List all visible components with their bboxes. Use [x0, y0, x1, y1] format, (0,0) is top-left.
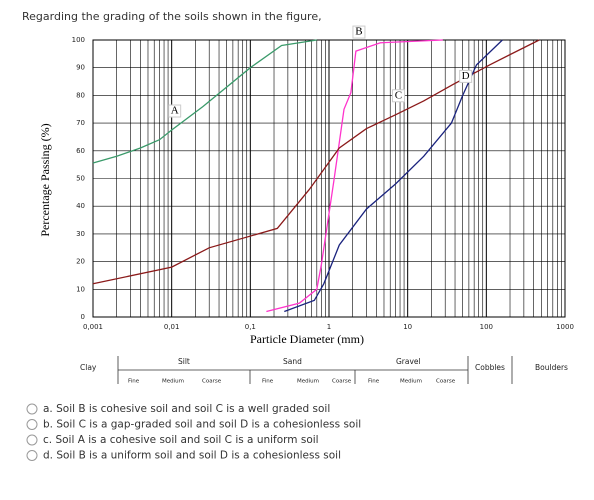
x-tick-label: 100: [480, 323, 493, 331]
class-label: Silt: [178, 357, 190, 366]
sub-label: Fine: [262, 379, 274, 385]
series-label: C: [395, 89, 402, 101]
series-label-box: [459, 69, 473, 83]
x-tick-label: 1000: [556, 323, 574, 331]
series-label: B: [355, 26, 362, 38]
series-label: D: [462, 70, 470, 82]
sub-label: Medium: [162, 379, 184, 385]
soil-curve: [266, 39, 443, 313]
x-tick-label: 10: [403, 323, 412, 331]
series-label-box: [168, 104, 182, 118]
option-text[interactable]: a. Soil B is cohesive soil and soil C is…: [43, 403, 330, 415]
x-tick-label: 0,1: [245, 323, 256, 331]
class-label: Gravel: [396, 357, 421, 366]
y-tick-label: 80: [76, 91, 85, 99]
y-tick-label: 20: [76, 258, 85, 266]
radio-button[interactable]: [26, 450, 38, 461]
sub-label: Fine: [368, 379, 380, 385]
radio-button[interactable]: [26, 419, 38, 430]
series-label-box: [352, 25, 366, 39]
sub-label: Medium: [297, 379, 319, 385]
series-label: A: [171, 105, 179, 117]
plot-frame: [92, 39, 566, 318]
soil-curve: [92, 39, 540, 285]
soil-curve: [284, 39, 503, 313]
x-tick-label: 0,001: [83, 323, 103, 331]
sub-label: Coarse: [332, 379, 352, 385]
soil-curve: [92, 39, 317, 164]
class-label: Sand: [283, 357, 302, 366]
sub-label: Coarse: [436, 379, 456, 385]
class-label: Cobbles: [475, 363, 505, 372]
y-tick-label: 10: [76, 285, 85, 293]
x-tick-label: 0,01: [164, 323, 180, 331]
sub-label: Fine: [128, 379, 140, 385]
y-tick-label: 70: [76, 119, 85, 127]
x-tick-label: 1: [327, 323, 331, 331]
y-tick-label: 40: [76, 202, 85, 210]
y-tick-label: 0: [81, 313, 85, 321]
x-axis-label: Particle Diameter (mm): [250, 332, 364, 346]
y-tick-label: 60: [76, 147, 85, 155]
option-text[interactable]: d. Soil B is a uniform soil and soil D i…: [43, 450, 341, 462]
radio-button[interactable]: [26, 434, 38, 446]
classification: [117, 356, 513, 384]
option-text[interactable]: b. Soil C is a gap-graded soil and soil …: [43, 419, 361, 431]
y-tick-label: 50: [76, 175, 85, 183]
option-text[interactable]: c. Soil A is a cohesive soil and soil C …: [43, 434, 319, 446]
class-label: Boulders: [535, 363, 568, 372]
y-tick-label: 30: [76, 230, 85, 238]
radio-button[interactable]: [26, 403, 38, 415]
y-tick-label: 90: [76, 64, 85, 72]
sub-label: Coarse: [202, 379, 222, 385]
series-label-box: [391, 89, 405, 103]
y-axis-label: Percentage Passing (%): [38, 123, 52, 236]
y-tick-label: 100: [72, 36, 85, 44]
question: Regarding the grading of the soils shown…: [22, 10, 322, 23]
sub-label: Medium: [400, 379, 422, 385]
class-label: Clay: [80, 363, 97, 372]
